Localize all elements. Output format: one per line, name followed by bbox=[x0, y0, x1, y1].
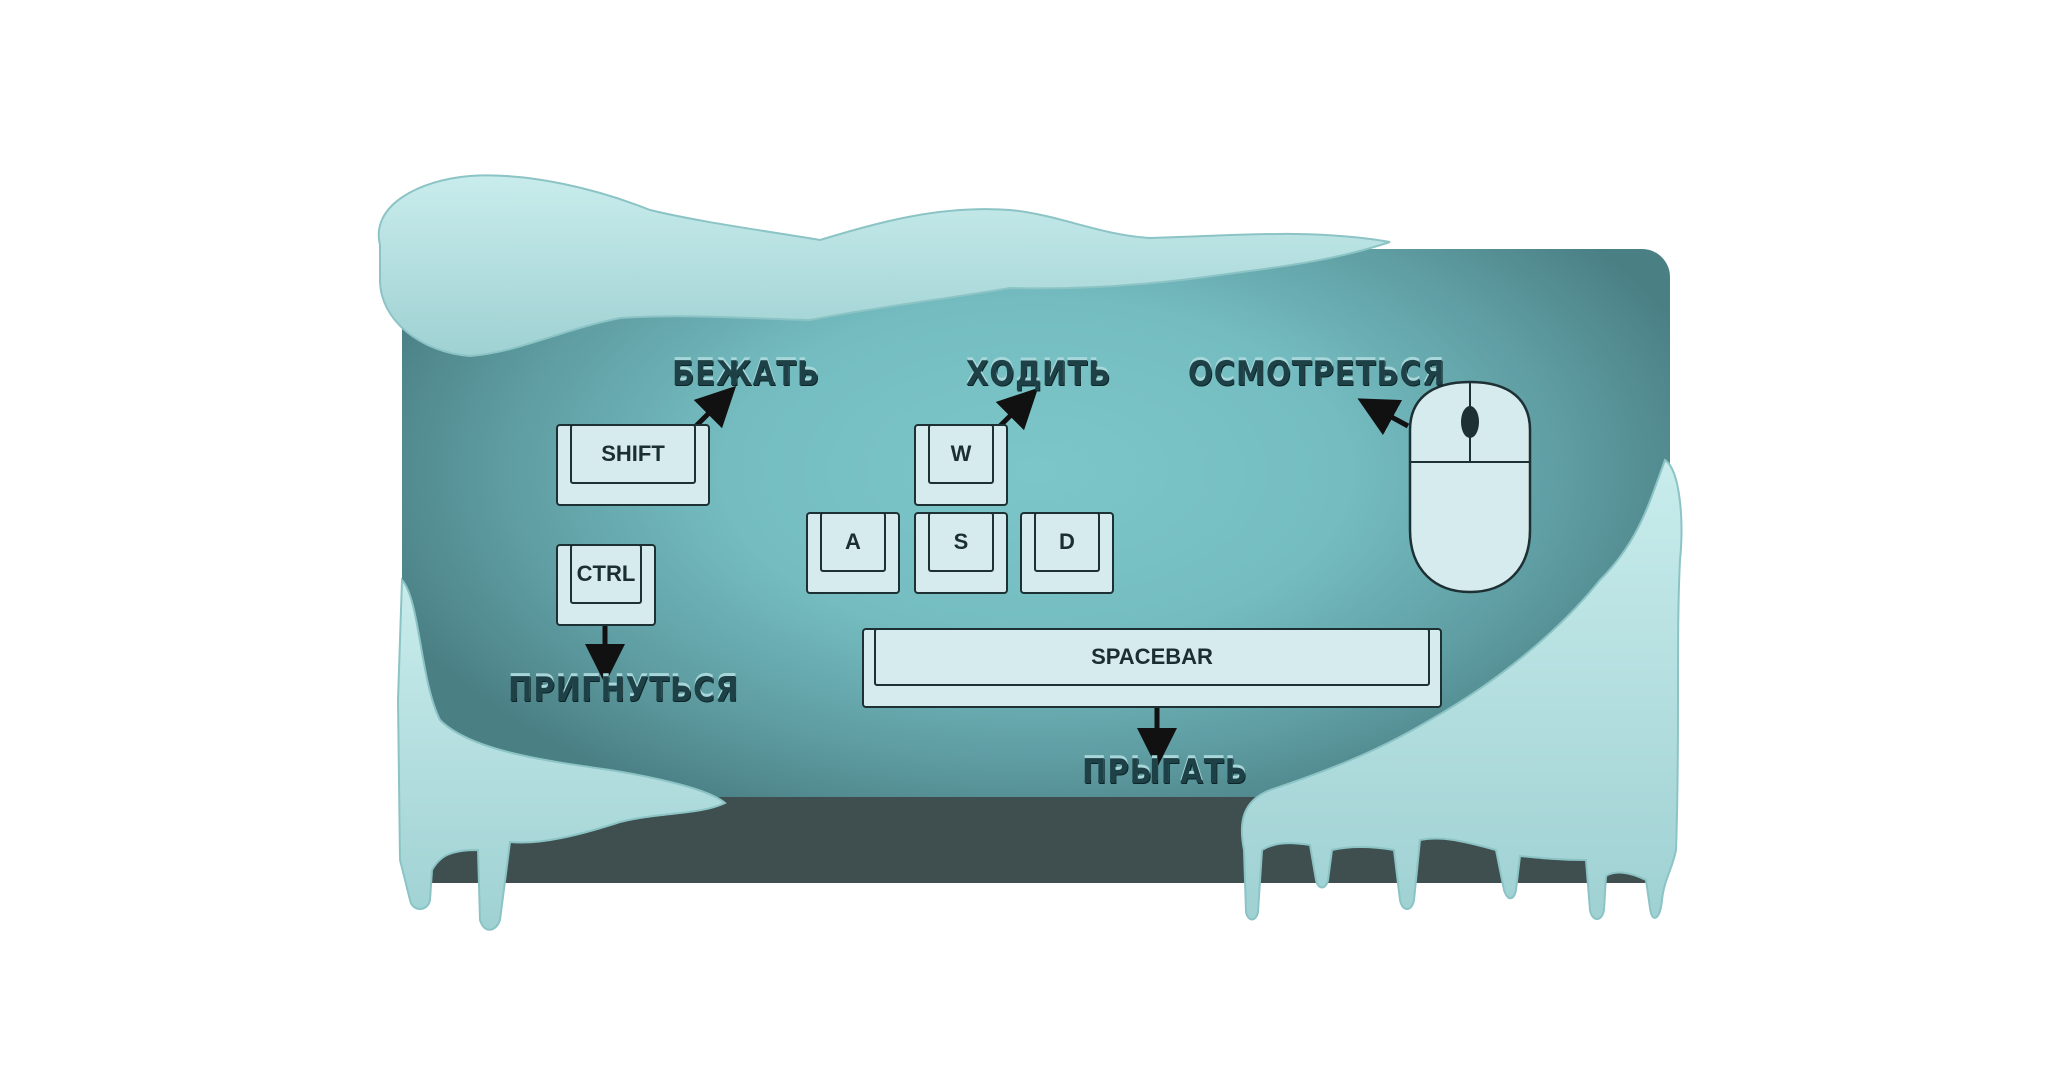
jump-label: ПРЫГАТЬ bbox=[1082, 752, 1248, 792]
w-key-top: W bbox=[928, 424, 994, 484]
shift-key: SHIFT bbox=[556, 424, 710, 506]
d-key-top: D bbox=[1034, 512, 1100, 572]
panel-floor bbox=[402, 797, 1670, 883]
d-key: D bbox=[1020, 512, 1114, 594]
crouch-label: ПРИГНУТЬСЯ bbox=[508, 670, 739, 710]
a-key-top: A bbox=[820, 512, 886, 572]
shift-key-label: SHIFT bbox=[601, 441, 665, 466]
s-key-top: S bbox=[928, 512, 994, 572]
spacebar-key-top: SPACEBAR bbox=[874, 628, 1430, 686]
s-key-label: S bbox=[953, 529, 969, 554]
d-key-label: D bbox=[1059, 529, 1075, 554]
walk-label: ХОДИТЬ bbox=[966, 354, 1112, 394]
ctrl-key: CTRL bbox=[556, 544, 656, 626]
ctrl-key-top: CTRL bbox=[570, 544, 642, 604]
look-label: ОСМОТРЕТЬСЯ bbox=[1188, 354, 1446, 394]
w-key-label: W bbox=[950, 441, 972, 466]
spacebar-key-label: SPACEBAR bbox=[1091, 644, 1213, 669]
a-key-label: A bbox=[845, 529, 861, 554]
s-key: S bbox=[914, 512, 1008, 594]
w-key: W bbox=[914, 424, 1008, 506]
shift-key-top: SHIFT bbox=[570, 424, 696, 484]
spacebar-key: SPACEBAR bbox=[862, 628, 1442, 708]
run-label: БЕЖАТЬ bbox=[672, 354, 821, 394]
ctrl-key-label: CTRL bbox=[576, 561, 636, 586]
a-key: A bbox=[806, 512, 900, 594]
